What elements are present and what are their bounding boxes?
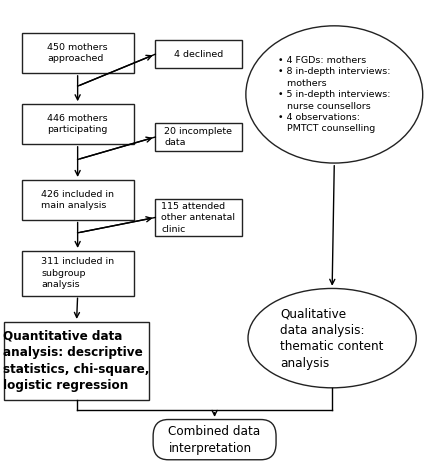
FancyBboxPatch shape xyxy=(22,104,134,144)
Ellipse shape xyxy=(246,26,422,163)
Text: Quantitative data
analysis: descriptive
statistics, chi-square,
logistic regress: Quantitative data analysis: descriptive … xyxy=(3,329,150,392)
Text: 311 included in
subgroup
analysis: 311 included in subgroup analysis xyxy=(41,257,114,289)
FancyBboxPatch shape xyxy=(155,199,241,236)
FancyBboxPatch shape xyxy=(22,251,134,296)
FancyBboxPatch shape xyxy=(155,40,241,69)
Ellipse shape xyxy=(248,289,416,388)
Text: 426 included in
main analysis: 426 included in main analysis xyxy=(41,190,114,210)
Text: 450 mothers
approached: 450 mothers approached xyxy=(47,43,108,63)
FancyBboxPatch shape xyxy=(155,123,241,151)
FancyBboxPatch shape xyxy=(22,33,134,73)
Text: 115 attended
other antenatal
clinic: 115 attended other antenatal clinic xyxy=(161,201,235,234)
Text: Combined data
interpretation: Combined data interpretation xyxy=(169,425,260,455)
Text: 446 mothers
participating: 446 mothers participating xyxy=(47,114,108,134)
FancyBboxPatch shape xyxy=(4,322,149,400)
Text: • 4 FGDs: mothers
• 8 in-depth interviews:
   mothers
• 5 in-depth interviews:
 : • 4 FGDs: mothers • 8 in-depth interview… xyxy=(278,56,390,133)
Text: Qualitative
data analysis:
thematic content
analysis: Qualitative data analysis: thematic cont… xyxy=(280,307,384,369)
Text: 20 incomplete
data: 20 incomplete data xyxy=(164,127,232,148)
FancyBboxPatch shape xyxy=(153,420,276,460)
FancyBboxPatch shape xyxy=(22,180,134,220)
Text: 4 declined: 4 declined xyxy=(174,50,223,59)
